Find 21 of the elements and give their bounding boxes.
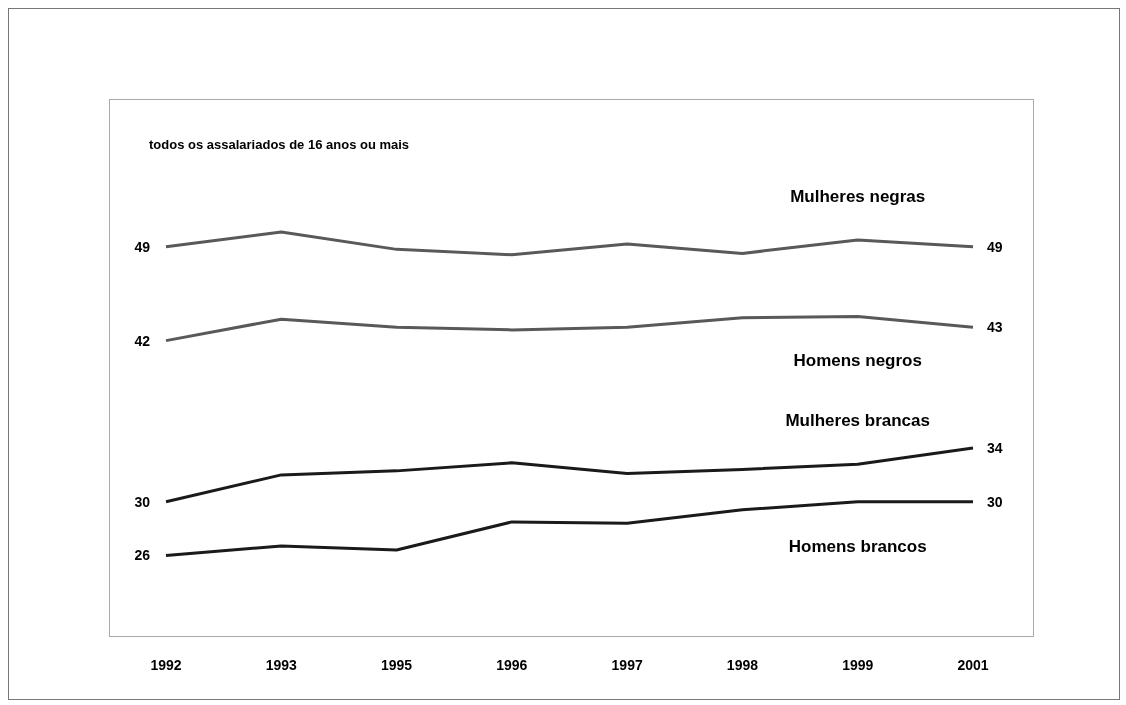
data-label: 43 xyxy=(987,319,1003,336)
text: todos os assalariados de 16 anos ou mais xyxy=(149,137,410,152)
x-tick-label: 1998 xyxy=(726,656,759,673)
text: Mulheres negras xyxy=(790,186,926,206)
x-tick-label: 1992 xyxy=(150,656,182,673)
data-label: 30 xyxy=(134,493,151,510)
x-tick-label: 1999 xyxy=(842,656,874,673)
x-tick-label: 1996 xyxy=(496,656,528,673)
data-label: 49 xyxy=(134,238,151,255)
data-label: 49 xyxy=(987,238,1003,255)
x-tick-label: 2001 xyxy=(957,656,989,673)
x-tick-label: 1997 xyxy=(611,656,643,673)
data-label: 26 xyxy=(134,547,151,564)
series-label: Homens brancos xyxy=(788,536,927,556)
x-tick-label: 1995 xyxy=(380,656,413,673)
data-label: 34 xyxy=(987,440,1003,457)
x-tick-label: 1993 xyxy=(265,656,298,673)
data-label: 30 xyxy=(987,493,1003,510)
series-label: Mulheres brancas xyxy=(785,411,930,431)
data-label: 42 xyxy=(134,332,151,349)
series-label: Homens negros xyxy=(793,351,922,371)
